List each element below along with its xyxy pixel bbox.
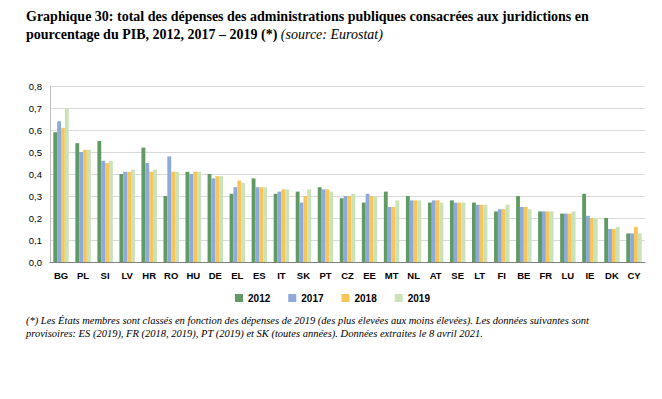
svg-text:HR: HR	[142, 270, 156, 281]
svg-text:LT: LT	[474, 270, 485, 281]
svg-text:0,6: 0,6	[29, 125, 42, 136]
svg-text:IE: IE	[585, 270, 594, 281]
svg-text:2018: 2018	[355, 293, 378, 304]
html-text:Graphique 30: total des dépens: Graphique 30: total des dépenses des adm…	[26, 9, 589, 42]
svg-text:SE: SE	[451, 270, 464, 281]
svg-text:ES: ES	[253, 270, 266, 281]
svg-text:FI: FI	[498, 270, 506, 281]
svg-text:0,3: 0,3	[29, 191, 42, 202]
svg-text:DK: DK	[605, 270, 619, 281]
svg-text:EL: EL	[231, 270, 243, 281]
svg-text:FR: FR	[539, 270, 552, 281]
svg-text:0,4: 0,4	[29, 169, 42, 180]
svg-text:LV: LV	[121, 270, 133, 281]
svg-text:RO: RO	[164, 270, 178, 281]
svg-text:AT: AT	[430, 270, 442, 281]
svg-text:2017: 2017	[301, 293, 324, 304]
svg-text:BE: BE	[517, 270, 530, 281]
svg-text:MT: MT	[385, 270, 399, 281]
svg-text:0,8: 0,8	[29, 81, 42, 92]
svg-text:HU: HU	[186, 270, 200, 281]
svg-text:SI: SI	[101, 270, 110, 281]
svg-text:0,1: 0,1	[29, 235, 42, 246]
svg-text:2019: 2019	[408, 293, 431, 304]
svg-text:BG: BG	[54, 270, 68, 281]
svg-text:0,5: 0,5	[29, 147, 42, 158]
svg-text:0,7: 0,7	[29, 103, 42, 114]
svg-text:PT: PT	[319, 270, 331, 281]
svg-text:LU: LU	[562, 270, 575, 281]
svg-text:NL: NL	[407, 270, 420, 281]
html-text:(*) Les États membres sont cla: (*) Les États membres sont classés en fo…	[26, 315, 589, 339]
svg-text:IT: IT	[277, 270, 286, 281]
svg-text:CY: CY	[627, 270, 641, 281]
svg-text:PL: PL	[77, 270, 89, 281]
svg-text:SK: SK	[297, 270, 310, 281]
svg-text:2012: 2012	[248, 293, 271, 304]
svg-text:EE: EE	[363, 270, 376, 281]
svg-text:0,0: 0,0	[29, 257, 42, 268]
svg-text:0,2: 0,2	[29, 213, 42, 224]
svg-text:CZ: CZ	[341, 270, 354, 281]
svg-text:DE: DE	[209, 270, 222, 281]
